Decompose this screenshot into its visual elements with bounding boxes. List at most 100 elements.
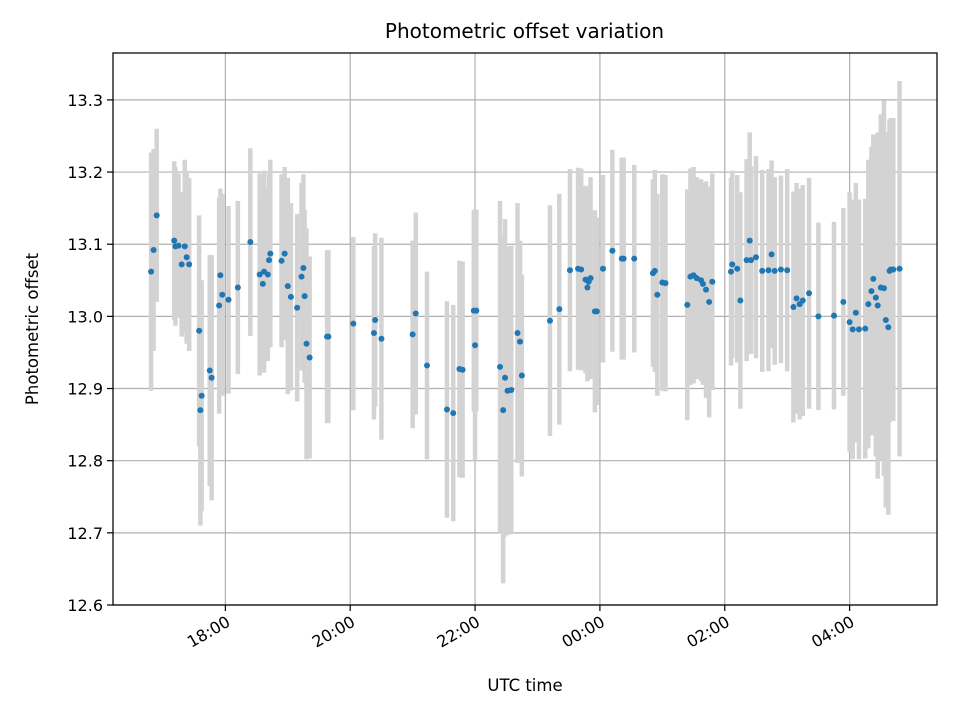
data-point — [171, 237, 178, 244]
data-point — [699, 280, 706, 287]
data-point — [874, 302, 881, 309]
data-point — [790, 303, 797, 310]
data-point — [409, 331, 416, 338]
data-point — [183, 254, 190, 261]
data-point — [620, 255, 627, 262]
data-point — [370, 329, 377, 336]
data-point — [703, 286, 710, 293]
data-point — [266, 257, 273, 264]
data-point — [217, 272, 224, 279]
data-point — [556, 306, 563, 313]
data-point — [587, 275, 594, 282]
data-point — [306, 354, 313, 361]
data-point — [284, 283, 291, 290]
data-point — [852, 309, 859, 316]
data-point — [593, 308, 600, 315]
data-point — [651, 267, 658, 274]
data-point — [747, 257, 754, 264]
data-point — [734, 265, 741, 272]
data-points — [148, 212, 903, 417]
data-point — [746, 237, 753, 244]
data-point — [196, 327, 203, 334]
data-point — [709, 278, 716, 285]
data-point — [303, 340, 310, 347]
data-point — [831, 312, 837, 319]
y-tick-label: 12.8 — [67, 452, 103, 471]
data-point — [497, 363, 504, 370]
data-point — [294, 304, 301, 311]
data-point — [743, 257, 750, 264]
data-point — [198, 392, 205, 399]
data-point — [609, 247, 616, 254]
data-point — [799, 297, 806, 304]
data-point — [500, 407, 507, 414]
data-point — [849, 326, 856, 333]
data-point — [350, 320, 357, 327]
data-point — [815, 313, 822, 320]
data-point — [846, 319, 853, 326]
data-point — [885, 324, 892, 331]
data-point — [765, 267, 772, 274]
data-point — [566, 267, 573, 274]
data-point — [208, 374, 215, 381]
data-point — [298, 273, 305, 280]
data-point — [178, 261, 185, 268]
data-point — [459, 366, 466, 373]
data-point — [684, 301, 691, 308]
y-tick-label: 13.2 — [67, 163, 103, 182]
y-tick-label: 13.3 — [67, 91, 103, 110]
data-point — [301, 293, 308, 300]
data-point — [865, 301, 872, 308]
data-point — [759, 267, 766, 274]
data-point — [450, 410, 457, 417]
data-point — [868, 288, 875, 295]
data-point — [256, 271, 263, 278]
data-point — [662, 280, 669, 287]
y-tick-label: 12.7 — [67, 524, 103, 543]
data-point — [247, 239, 254, 246]
data-point — [728, 268, 734, 275]
data-point — [654, 291, 661, 298]
data-point — [508, 386, 515, 393]
data-point — [412, 310, 419, 317]
data-point — [473, 307, 480, 314]
data-point — [737, 297, 744, 304]
data-point — [150, 246, 157, 253]
data-point — [175, 242, 182, 249]
y-axis-title: Photometric offset — [23, 252, 42, 405]
data-point — [281, 250, 288, 257]
data-point — [219, 291, 226, 298]
data-point — [840, 298, 847, 305]
y-tick-label: 13.1 — [67, 235, 103, 254]
data-point — [197, 407, 204, 414]
data-point — [206, 367, 213, 374]
x-axis-title: UTC time — [487, 676, 562, 695]
data-point — [855, 326, 862, 333]
data-point — [890, 266, 897, 273]
data-point — [631, 255, 638, 262]
data-point — [443, 406, 450, 413]
data-point — [267, 250, 274, 257]
chart-title: Photometric offset variation — [385, 19, 664, 43]
data-point — [378, 335, 385, 342]
data-point — [264, 271, 271, 278]
data-point — [882, 316, 889, 323]
data-point — [806, 290, 813, 297]
y-tick-label: 12.9 — [67, 380, 103, 399]
data-point — [325, 333, 332, 340]
data-point — [186, 261, 193, 268]
data-point — [546, 317, 553, 324]
data-point — [706, 298, 713, 305]
data-point — [768, 251, 775, 258]
data-point — [234, 284, 241, 291]
data-point — [372, 316, 379, 323]
y-tick-label: 12.6 — [67, 596, 103, 615]
data-point — [518, 372, 525, 379]
data-point — [862, 325, 869, 332]
data-point — [287, 293, 294, 300]
data-point — [517, 338, 524, 345]
data-point — [423, 362, 430, 369]
data-point — [148, 268, 155, 275]
data-point — [870, 275, 877, 282]
